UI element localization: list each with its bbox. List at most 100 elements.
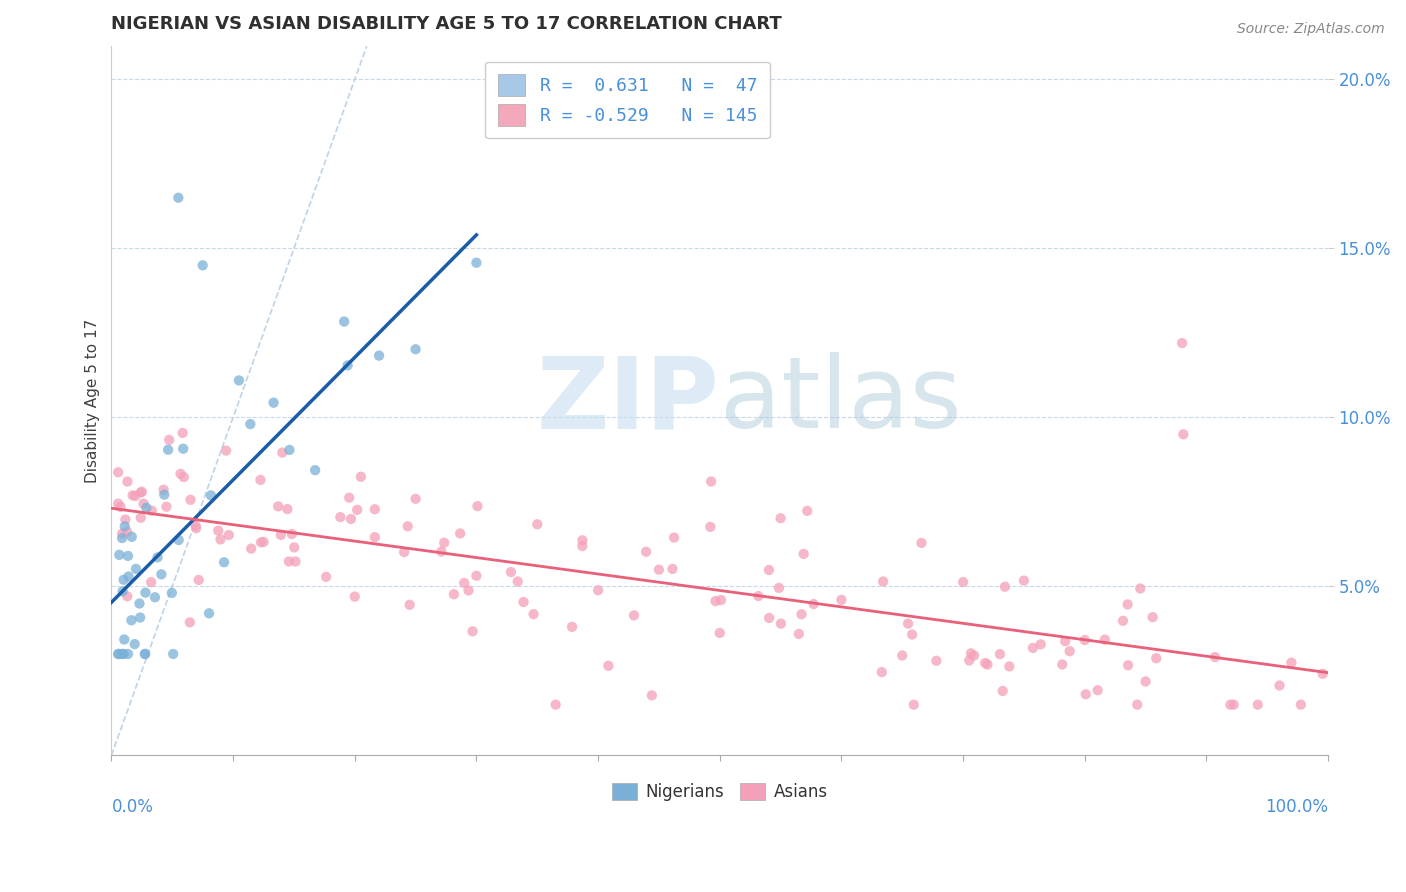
Point <box>1087 683 1109 698</box>
Point <box>107 647 129 661</box>
Point <box>284 554 307 568</box>
Point <box>1052 657 1074 672</box>
Text: 0.0%: 0.0% <box>111 798 153 816</box>
Point <box>796 504 818 518</box>
Point <box>240 541 263 556</box>
Point <box>1247 698 1270 712</box>
Point <box>758 563 780 577</box>
Point <box>1142 610 1164 624</box>
Point <box>200 488 222 502</box>
Point <box>1281 656 1303 670</box>
Point <box>209 533 232 547</box>
Point <box>897 616 920 631</box>
Point <box>392 545 415 559</box>
Point <box>561 620 583 634</box>
Point <box>1059 644 1081 658</box>
Point <box>340 512 363 526</box>
Point <box>111 526 134 541</box>
Point <box>1171 336 1194 351</box>
Point <box>976 657 998 672</box>
Point <box>135 500 157 515</box>
Point <box>134 647 156 661</box>
Point <box>117 549 139 563</box>
Point <box>453 576 475 591</box>
Point <box>120 613 142 627</box>
Point <box>1144 651 1167 665</box>
Text: 100.0%: 100.0% <box>1265 798 1329 816</box>
Point <box>173 470 195 484</box>
Point <box>641 689 664 703</box>
Point <box>134 585 156 599</box>
Point <box>1222 698 1244 712</box>
Point <box>623 608 645 623</box>
Point <box>114 512 136 526</box>
Point <box>124 489 146 503</box>
Point <box>1289 698 1312 712</box>
Point <box>270 528 292 542</box>
Point <box>162 647 184 661</box>
Point <box>465 569 488 583</box>
Point <box>111 647 134 661</box>
Point <box>350 470 373 484</box>
Point <box>112 573 135 587</box>
Point <box>461 624 484 639</box>
Point <box>405 343 427 357</box>
Point <box>107 497 129 511</box>
Point <box>304 463 326 477</box>
Point <box>114 519 136 533</box>
Point <box>1012 574 1035 588</box>
Point <box>830 592 852 607</box>
Point <box>1173 427 1195 442</box>
Point <box>974 656 997 670</box>
Point <box>758 611 780 625</box>
Point <box>1022 640 1045 655</box>
Point <box>1219 698 1241 712</box>
Point <box>1054 634 1077 648</box>
Point <box>957 653 980 667</box>
Point <box>648 563 671 577</box>
Point <box>333 314 356 328</box>
Point <box>276 502 298 516</box>
Point <box>368 349 391 363</box>
Point <box>111 531 134 545</box>
Point <box>522 607 544 622</box>
Point <box>960 646 983 660</box>
Point <box>901 627 924 641</box>
Point <box>1126 698 1149 712</box>
Point <box>129 610 152 624</box>
Point <box>207 524 229 538</box>
Point <box>925 654 948 668</box>
Point <box>790 607 813 622</box>
Point <box>108 647 131 661</box>
Point <box>430 544 453 558</box>
Text: atlas: atlas <box>720 352 962 449</box>
Point <box>710 593 733 607</box>
Point <box>124 637 146 651</box>
Point <box>110 500 132 514</box>
Point <box>167 191 190 205</box>
Point <box>1094 632 1116 647</box>
Point <box>457 583 479 598</box>
Point <box>278 442 301 457</box>
Point <box>128 597 150 611</box>
Point <box>179 615 201 630</box>
Point <box>218 528 240 542</box>
Point <box>107 465 129 479</box>
Point <box>1074 633 1097 648</box>
Point <box>346 503 368 517</box>
Point <box>803 597 825 611</box>
Point <box>449 526 471 541</box>
Point <box>132 497 155 511</box>
Point <box>160 586 183 600</box>
Point <box>699 520 721 534</box>
Point <box>998 659 1021 673</box>
Point <box>117 475 139 489</box>
Point <box>152 483 174 497</box>
Point <box>991 684 1014 698</box>
Point <box>277 554 299 568</box>
Point <box>125 562 148 576</box>
Point <box>465 256 488 270</box>
Point <box>117 647 139 661</box>
Point <box>793 547 815 561</box>
Point <box>228 373 250 387</box>
